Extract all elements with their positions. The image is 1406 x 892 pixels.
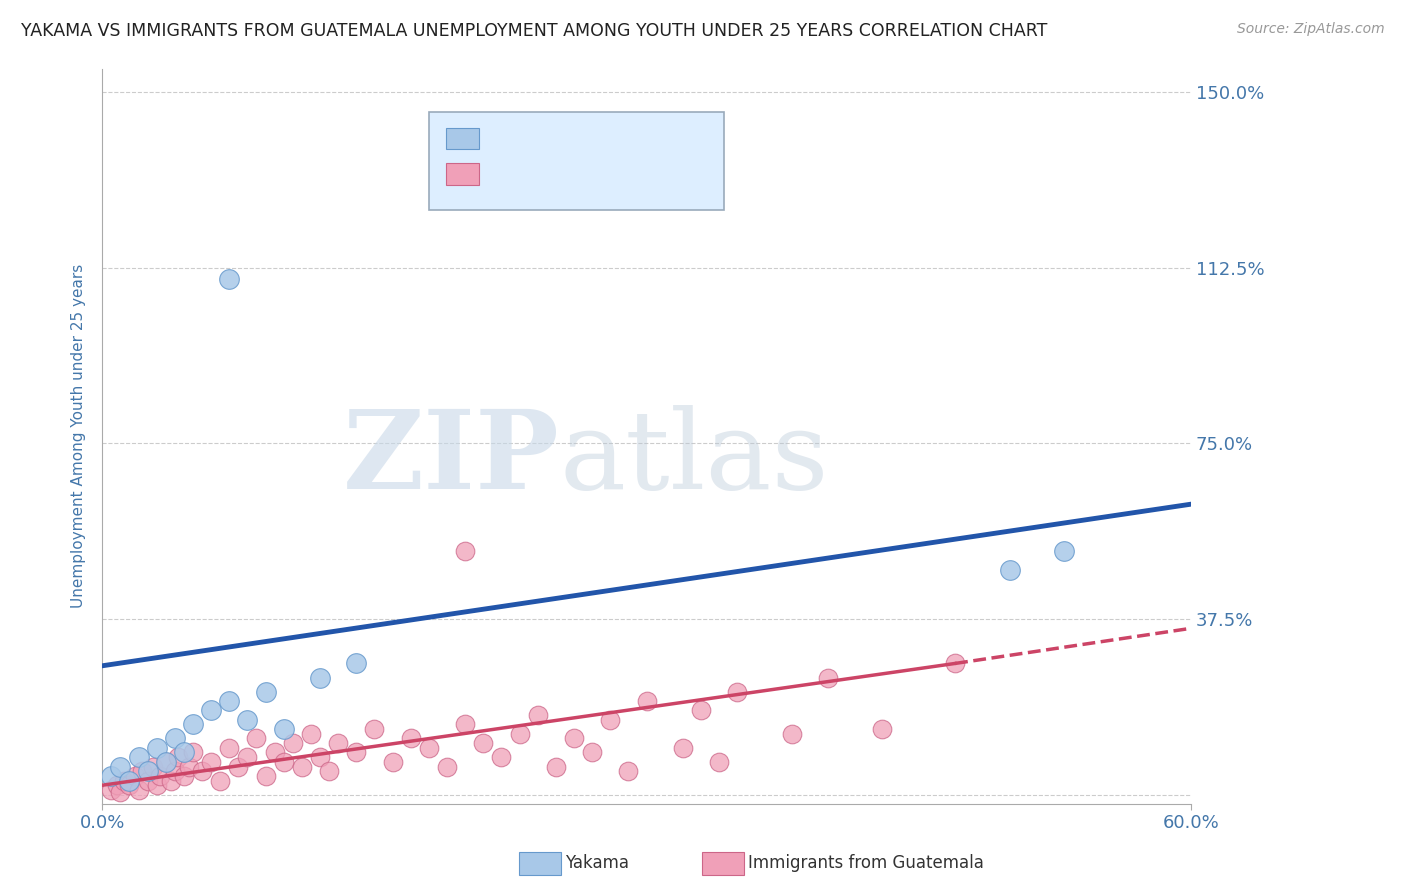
Point [112, 773, 135, 788]
Point [454, 544, 477, 558]
Point [128, 783, 150, 797]
Point [943, 657, 966, 671]
Point [817, 671, 839, 685]
Point [725, 684, 748, 698]
Point [690, 703, 713, 717]
Point [181, 717, 204, 731]
Point [780, 727, 803, 741]
Point [118, 778, 141, 792]
Point [263, 746, 285, 760]
Point [100, 769, 122, 783]
Point [273, 722, 295, 736]
Point [599, 713, 621, 727]
Point [363, 722, 385, 736]
Point [291, 759, 314, 773]
Point [173, 746, 195, 760]
Point [344, 746, 367, 760]
Point [872, 722, 894, 736]
Point [581, 746, 603, 760]
Point [218, 694, 240, 708]
Point [472, 736, 495, 750]
Text: Yakama: Yakama [565, 855, 630, 872]
Point [299, 727, 322, 741]
Point [160, 773, 183, 788]
Text: R =  0.231   N = 61: R = 0.231 N = 61 [486, 164, 693, 184]
Point [236, 713, 259, 727]
Point [544, 759, 567, 773]
Point [344, 657, 367, 671]
Text: ZIP: ZIP [343, 405, 560, 512]
Point [163, 731, 186, 746]
Point [173, 769, 195, 783]
Point [709, 755, 731, 769]
Point [309, 750, 332, 764]
Point [436, 759, 458, 773]
Point [254, 769, 277, 783]
Point [105, 778, 128, 792]
Point [100, 783, 122, 797]
Point [236, 750, 259, 764]
Point [131, 764, 153, 779]
Point [526, 708, 548, 723]
Point [226, 759, 249, 773]
Point [142, 759, 165, 773]
Point [145, 740, 167, 755]
Point [110, 759, 132, 773]
Point [491, 750, 513, 764]
Point [418, 740, 440, 755]
Point [124, 769, 146, 783]
Point [672, 740, 695, 755]
Point [326, 736, 349, 750]
Point [318, 764, 340, 779]
Point [191, 764, 214, 779]
Point [218, 740, 240, 755]
Point [281, 736, 304, 750]
Point [110, 785, 132, 799]
Point [179, 759, 201, 773]
Point [163, 764, 186, 779]
Point [1053, 544, 1076, 558]
Point [149, 769, 172, 783]
Point [245, 731, 267, 746]
Point [636, 694, 658, 708]
Point [509, 727, 531, 741]
Point [200, 703, 222, 717]
Point [155, 755, 177, 769]
Point [254, 684, 277, 698]
Text: YAKAMA VS IMMIGRANTS FROM GUATEMALA UNEMPLOYMENT AMONG YOUTH UNDER 25 YEARS CORR: YAKAMA VS IMMIGRANTS FROM GUATEMALA UNEM… [21, 22, 1047, 40]
Point [181, 746, 204, 760]
Point [209, 773, 232, 788]
Point [454, 717, 477, 731]
Point [136, 773, 159, 788]
Point [399, 731, 422, 746]
Y-axis label: Unemployment Among Youth under 25 years: Unemployment Among Youth under 25 years [72, 264, 86, 608]
Point [218, 272, 240, 286]
Text: Source: ZipAtlas.com: Source: ZipAtlas.com [1237, 22, 1385, 37]
Point [167, 750, 190, 764]
Point [145, 778, 167, 792]
Point [998, 563, 1021, 577]
Point [617, 764, 640, 779]
Point [309, 671, 332, 685]
Text: atlas: atlas [560, 405, 830, 512]
Point [381, 755, 404, 769]
Point [155, 755, 177, 769]
Point [128, 750, 150, 764]
Point [273, 755, 295, 769]
Text: R =  0.270   N = 20: R = 0.270 N = 20 [486, 128, 693, 148]
Point [136, 764, 159, 779]
Text: Immigrants from Guatemala: Immigrants from Guatemala [748, 855, 984, 872]
Point [200, 755, 222, 769]
Point [118, 773, 141, 788]
Point [562, 731, 585, 746]
